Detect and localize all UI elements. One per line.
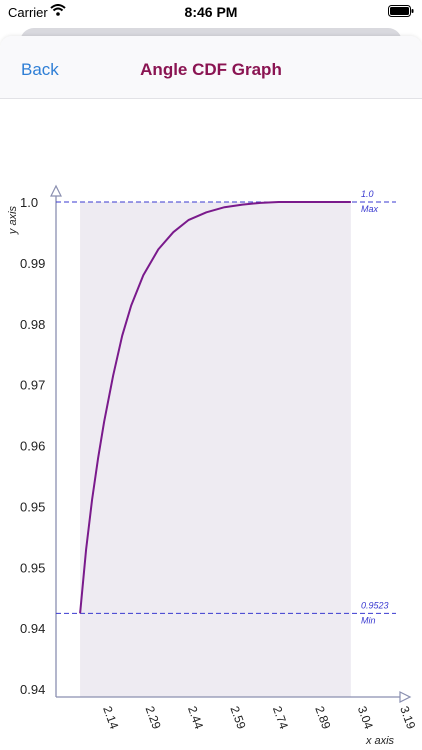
y-tick-label: 0.94 xyxy=(20,682,45,697)
y-tick-label: 0.99 xyxy=(20,256,45,271)
y-tick-label: 0.94 xyxy=(20,621,45,636)
x-tick-label: 2.74 xyxy=(270,704,291,731)
page-title: Angle CDF Graph xyxy=(140,60,282,79)
x-tick-label: 2.44 xyxy=(185,704,206,731)
x-tick-label: 2.14 xyxy=(100,704,121,731)
back-button[interactable]: Back xyxy=(21,60,59,79)
x-tick-label: 3.04 xyxy=(355,704,376,731)
reference-line-value-label: 0.9523 xyxy=(361,600,389,610)
x-tick-label: 2.59 xyxy=(227,704,248,731)
y-tick-label: 0.96 xyxy=(20,439,45,454)
shaded-area xyxy=(80,202,351,697)
x-tick-label: 2.29 xyxy=(143,704,164,731)
navigation-bar: Back Angle CDF Graph xyxy=(0,36,422,99)
status-bar: Carrier 8:46 PM xyxy=(0,0,422,26)
y-tick-label: 1.0 xyxy=(20,195,38,210)
wifi-icon xyxy=(50,4,66,19)
reference-line-name-label: Max xyxy=(361,204,379,214)
y-axis-arrow xyxy=(50,184,62,197)
y-tick-label: 0.95 xyxy=(20,560,45,575)
battery-icon xyxy=(388,5,414,20)
y-axis-title: y axis xyxy=(7,205,19,235)
y-tick-label: 0.98 xyxy=(20,317,45,332)
cdf-chart: 1.0 0.99 0.98 0.97 0.96 0.95 0.95 0.94 0.94 2.14 2… xyxy=(7,184,418,747)
y-tick-label: 0.95 xyxy=(20,499,45,514)
status-time: 8:46 PM xyxy=(184,4,238,20)
cdf-curve xyxy=(79,201,351,614)
reference-line-value-label: 1.0 xyxy=(361,189,374,199)
x-tick-label: 3.19 xyxy=(397,704,418,731)
carrier-label: Carrier xyxy=(8,5,48,20)
x-tick-label: 2.89 xyxy=(312,704,333,731)
reference-line-name-label: Min xyxy=(361,615,376,625)
x-axis-arrow xyxy=(399,691,412,703)
y-tick-label: 0.97 xyxy=(20,378,45,393)
x-axis-title: x axis xyxy=(365,735,395,747)
